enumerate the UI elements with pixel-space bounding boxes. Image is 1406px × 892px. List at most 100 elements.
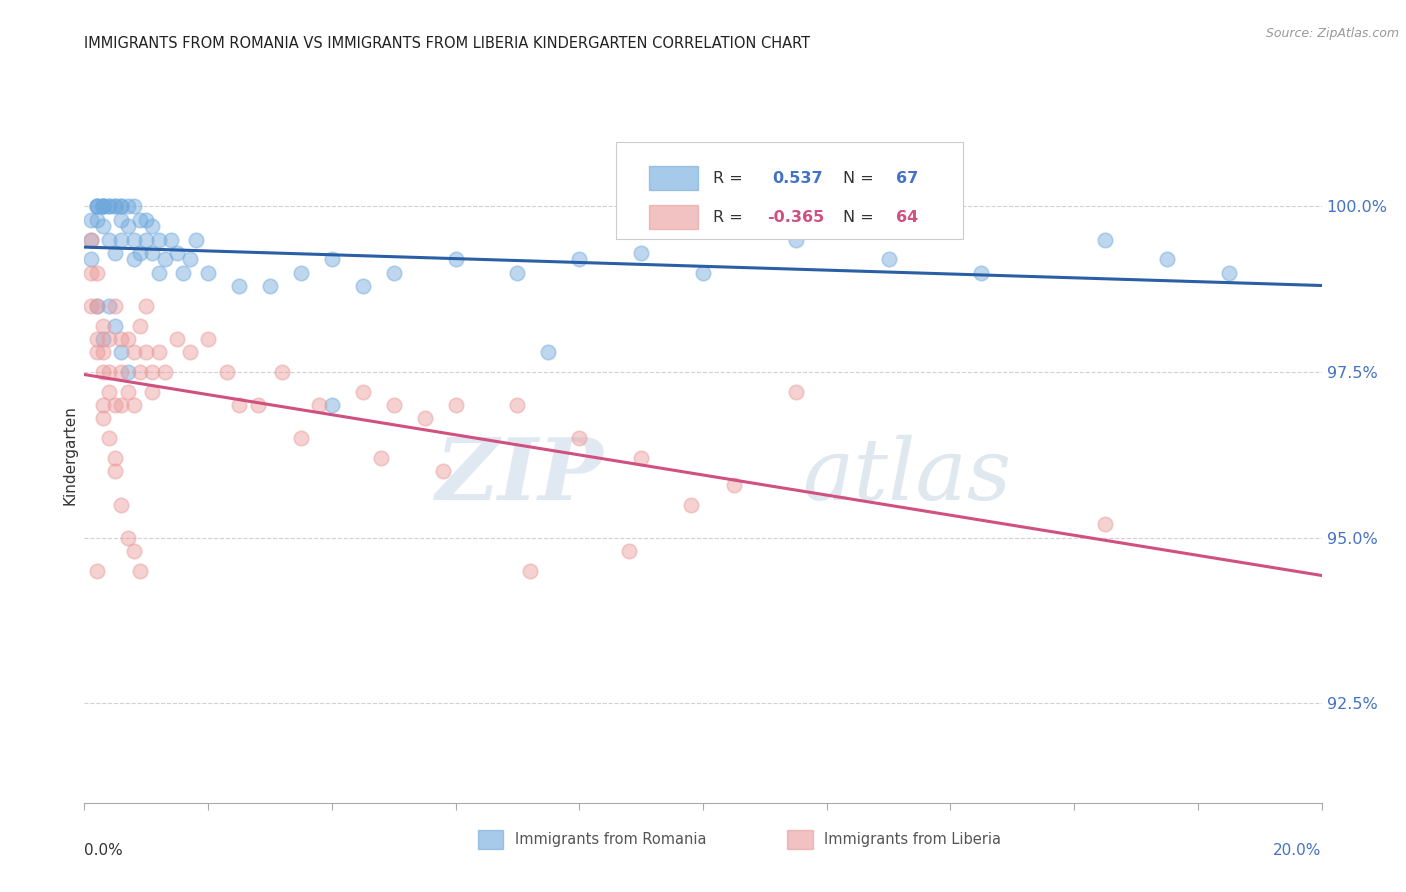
Point: [86, 199, 108, 213]
Point: [110, 199, 132, 213]
Point: [166, 332, 188, 346]
Point: [104, 451, 127, 466]
Point: [444, 398, 467, 412]
Point: [117, 219, 139, 234]
Point: [79, 299, 101, 313]
Point: [129, 245, 152, 260]
Point: [785, 384, 807, 399]
Text: N =: N =: [842, 210, 879, 225]
Point: [129, 318, 152, 333]
Point: [135, 345, 157, 359]
Point: [122, 233, 145, 247]
Point: [104, 299, 127, 313]
Point: [79, 252, 101, 267]
Point: [370, 451, 392, 466]
Point: [352, 279, 374, 293]
Point: [1218, 266, 1240, 280]
Point: [91, 318, 114, 333]
Point: [290, 431, 312, 445]
Point: [179, 252, 201, 267]
Point: [86, 345, 108, 359]
Point: [91, 365, 114, 379]
Point: [321, 398, 343, 412]
Point: [129, 212, 152, 227]
Text: -0.365: -0.365: [768, 210, 824, 225]
Point: [271, 365, 294, 379]
Point: [79, 233, 101, 247]
Point: [91, 411, 114, 425]
Point: [91, 199, 114, 213]
Point: [98, 365, 121, 379]
Text: IMMIGRANTS FROM ROMANIA VS IMMIGRANTS FROM LIBERIA KINDERGARTEN CORRELATION CHAR: IMMIGRANTS FROM ROMANIA VS IMMIGRANTS FR…: [84, 36, 810, 51]
Point: [104, 318, 127, 333]
Point: [215, 365, 238, 379]
Point: [259, 279, 281, 293]
FancyBboxPatch shape: [616, 142, 963, 239]
Point: [877, 252, 900, 267]
Point: [444, 252, 467, 267]
Text: 64: 64: [896, 210, 918, 225]
Point: [630, 451, 652, 466]
Point: [197, 266, 219, 280]
Point: [321, 252, 343, 267]
Point: [122, 398, 145, 412]
Point: [91, 199, 114, 213]
Point: [413, 411, 436, 425]
Point: [110, 398, 132, 412]
Point: [617, 544, 640, 558]
Point: [160, 233, 183, 247]
Text: N =: N =: [842, 170, 879, 186]
Text: ZIP: ZIP: [436, 434, 605, 517]
Point: [519, 564, 541, 578]
Point: [970, 266, 993, 280]
Point: [110, 199, 132, 213]
Point: [153, 252, 176, 267]
Point: [129, 365, 152, 379]
Point: [104, 199, 127, 213]
Point: [1094, 233, 1116, 247]
Point: [246, 398, 269, 412]
Point: [117, 384, 139, 399]
Point: [228, 398, 250, 412]
Point: [135, 299, 157, 313]
Point: [141, 384, 163, 399]
Point: [91, 398, 114, 412]
Point: [86, 299, 108, 313]
Point: [122, 252, 145, 267]
Text: 0.537: 0.537: [772, 170, 823, 186]
Point: [184, 233, 207, 247]
Point: [98, 299, 121, 313]
Point: [98, 199, 121, 213]
Point: [692, 266, 714, 280]
Point: [98, 233, 121, 247]
Point: [79, 266, 101, 280]
Text: Source: ZipAtlas.com: Source: ZipAtlas.com: [1265, 27, 1399, 40]
Point: [98, 199, 121, 213]
Point: [86, 266, 108, 280]
Point: [135, 233, 157, 247]
Point: [117, 199, 139, 213]
Text: 20.0%: 20.0%: [1274, 843, 1322, 858]
Point: [91, 345, 114, 359]
Point: [117, 332, 139, 346]
Text: 67: 67: [896, 170, 918, 186]
Point: [785, 233, 807, 247]
Point: [86, 199, 108, 213]
Text: 0.0%: 0.0%: [84, 843, 124, 858]
Point: [148, 345, 170, 359]
Point: [98, 332, 121, 346]
Point: [1094, 517, 1116, 532]
Point: [91, 332, 114, 346]
Point: [506, 266, 529, 280]
Point: [197, 332, 219, 346]
Point: [153, 365, 176, 379]
Point: [117, 531, 139, 545]
Point: [141, 365, 163, 379]
Point: [98, 384, 121, 399]
Point: [506, 398, 529, 412]
Point: [91, 219, 114, 234]
Point: [166, 245, 188, 260]
Point: [432, 465, 454, 479]
Point: [91, 199, 114, 213]
Point: [86, 332, 108, 346]
